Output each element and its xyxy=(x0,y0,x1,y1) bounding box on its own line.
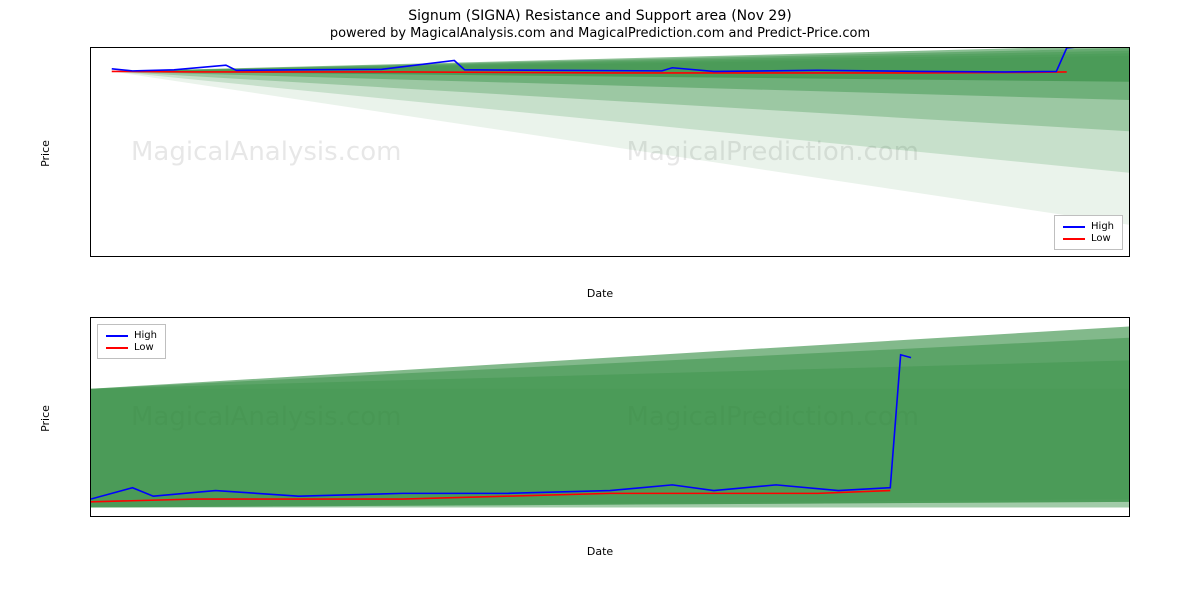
chart1-ylabel: Price xyxy=(39,140,52,167)
legend-label-high: High xyxy=(134,330,157,341)
legend-row-high: High xyxy=(106,330,157,341)
legend-row-low: Low xyxy=(1063,233,1114,244)
chart1-wrap: MagicalAnalysis.com MagicalPrediction.co… xyxy=(10,47,1190,257)
legend-label-low: Low xyxy=(1091,233,1111,244)
chart1-panel: MagicalAnalysis.com MagicalPrediction.co… xyxy=(90,47,1130,257)
legend: HighLow xyxy=(97,324,166,359)
legend-row-low: Low xyxy=(106,342,157,353)
chart2-ylabel: Price xyxy=(39,405,52,432)
legend: HighLow xyxy=(1054,215,1123,250)
chart-subtitle: powered by MagicalAnalysis.com and Magic… xyxy=(10,26,1190,41)
legend-label-low: Low xyxy=(134,342,154,353)
legend-label-high: High xyxy=(1091,221,1114,232)
chart-title: Signum (SIGNA) Resistance and Support ar… xyxy=(10,8,1190,24)
chart1-xlabel: Date xyxy=(587,287,613,300)
chart2-wrap: MagicalAnalysis.com MagicalPrediction.co… xyxy=(10,317,1190,517)
chart2-panel: MagicalAnalysis.com MagicalPrediction.co… xyxy=(90,317,1130,517)
legend-row-high: High xyxy=(1063,221,1114,232)
chart2-xlabel: Date xyxy=(587,545,613,558)
chart-container: Signum (SIGNA) Resistance and Support ar… xyxy=(0,0,1200,600)
